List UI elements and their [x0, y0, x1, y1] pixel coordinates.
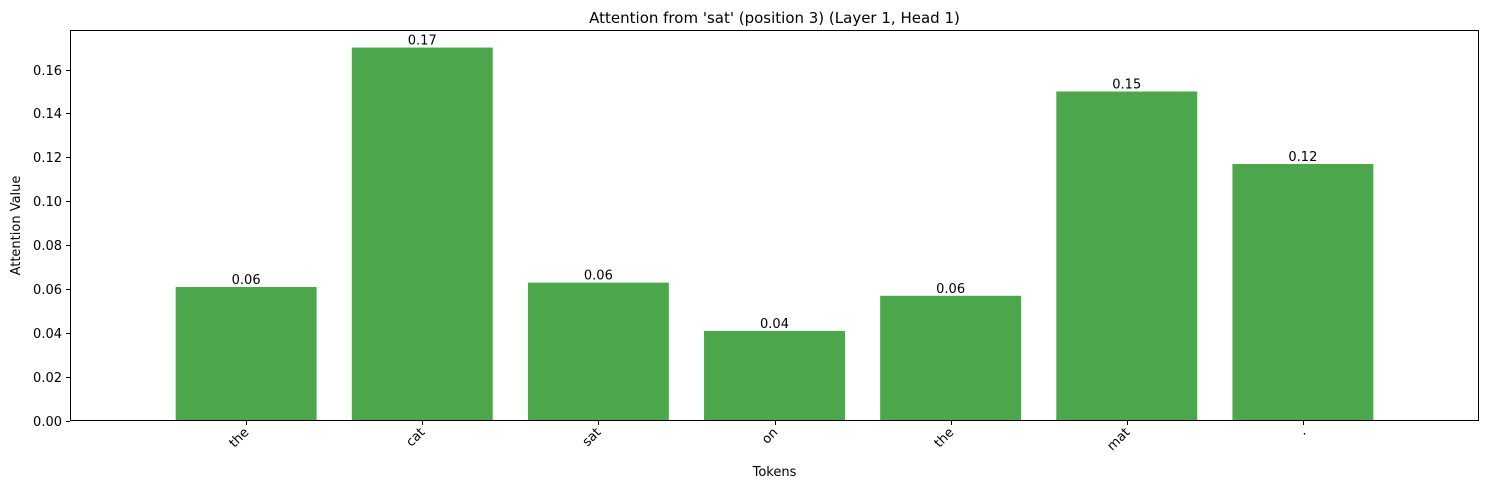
bar-value-label: 0.04 — [760, 317, 789, 332]
bar — [175, 287, 317, 421]
x-tick-label: cat — [403, 425, 428, 450]
bar-value-label: 0.06 — [936, 282, 965, 297]
y-tick-label: 0.12 — [33, 151, 62, 166]
bar-value-label: 0.06 — [232, 273, 261, 288]
y-tick-label: 0.04 — [33, 327, 62, 342]
y-tick-label: 0.10 — [33, 195, 62, 210]
bar — [704, 330, 845, 421]
bar — [1232, 163, 1374, 421]
x-tick-label: mat — [1105, 425, 1134, 454]
x-tick-label: sat — [580, 425, 605, 450]
x-axis-label: Tokens — [752, 465, 797, 480]
bar-value-label: 0.12 — [1288, 150, 1317, 165]
data-labels: 0.06 0.17 0.06 0.04 0.06 0.15 0.12 — [232, 34, 1318, 332]
bar-value-label: 0.15 — [1112, 78, 1141, 93]
bars — [175, 47, 1374, 422]
x-tick-label: the — [227, 425, 253, 451]
bar — [880, 295, 1022, 421]
y-tick-label: 0.00 — [33, 415, 62, 430]
y-tick-label: 0.14 — [33, 107, 62, 122]
y-tick-label: 0.16 — [33, 64, 62, 79]
bar-value-label: 0.06 — [584, 269, 613, 284]
plot-frame — [70, 30, 1479, 421]
y-tick-label: 0.02 — [33, 371, 62, 386]
chart-title: Attention from 'sat' (position 3) (Layer… — [589, 9, 960, 27]
x-tick-label: . — [1296, 425, 1310, 439]
x-tick-label: the — [932, 425, 958, 451]
x-tick-label: on — [759, 425, 781, 447]
bar-value-label: 0.17 — [408, 34, 437, 49]
x-axis: the cat sat on the mat. — [227, 421, 1310, 454]
y-tick-label: 0.08 — [33, 239, 62, 254]
y-tick-label: 0.06 — [33, 283, 62, 298]
bar — [527, 282, 669, 421]
y-axis: 0.00 0.02 0.04 0.06 0.08 0.10 0.12 0.14 0.16 — [33, 64, 70, 430]
bar — [1056, 91, 1198, 421]
bar — [351, 47, 493, 422]
y-axis-label: Attention Value — [9, 176, 24, 276]
